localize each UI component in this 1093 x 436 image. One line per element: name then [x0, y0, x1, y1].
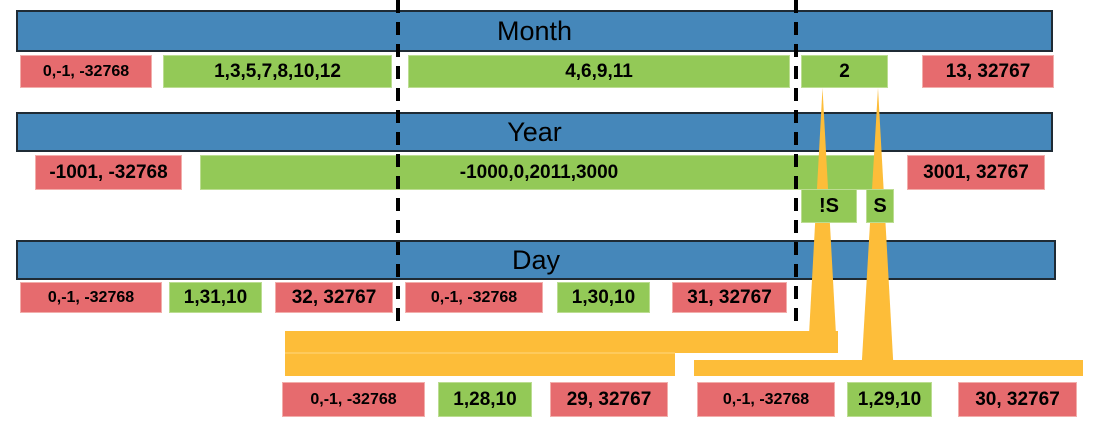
- year-bar: Year: [16, 112, 1053, 152]
- day31-invalid-low: 0,-1, -32768: [20, 282, 162, 313]
- day30-invalid-low: 0,-1, -32768: [405, 282, 543, 313]
- month-invalid-high: 13, 32767: [922, 55, 1054, 88]
- day31-valid: 1,31,10: [169, 282, 262, 313]
- feb28-valid: 1,28,10: [438, 382, 532, 417]
- day-bar: Day: [16, 240, 1056, 280]
- leap-bracket-bar: [694, 360, 1083, 376]
- feb28-invalid-high: 29, 32767: [550, 382, 668, 417]
- feb28-invalid-low: 0,-1, -32768: [282, 382, 425, 417]
- month-valid-31day: 1,3,5,7,8,10,12: [163, 55, 392, 88]
- year-bar-title: Year: [507, 116, 562, 147]
- month-invalid-low: 0,-1, -32768: [20, 55, 152, 88]
- year-valid-range: -1000,0,2011,3000: [200, 155, 878, 190]
- day-bar-title: Day: [511, 244, 560, 275]
- day30-valid: 1,30,10: [557, 282, 650, 313]
- leap-flag-s: S: [866, 189, 894, 223]
- day31-invalid-high: 32, 32767: [275, 282, 393, 313]
- dashed-divider-right: [794, 0, 798, 328]
- nonleap-bracket-bar: [285, 331, 675, 376]
- dashed-divider-left: [396, 0, 400, 328]
- month-valid-30day: 4,6,9,11: [408, 55, 790, 88]
- year-invalid-low: -1001, -32768: [35, 155, 182, 190]
- month-bar: Month: [16, 10, 1053, 52]
- feb29-valid: 1,29,10: [847, 382, 932, 417]
- year-invalid-high: 3001, 32767: [907, 155, 1045, 190]
- day30-invalid-high: 31, 32767: [672, 282, 787, 313]
- month-bar-title: Month: [496, 15, 573, 46]
- nonleap-bracket-arm: [285, 331, 838, 353]
- feb29-invalid-high: 30, 32767: [958, 382, 1077, 417]
- feb29-invalid-low: 0,-1, -32768: [697, 382, 835, 417]
- leap-flag-not-s: !S: [801, 189, 857, 223]
- month-valid-february: 2: [801, 55, 888, 88]
